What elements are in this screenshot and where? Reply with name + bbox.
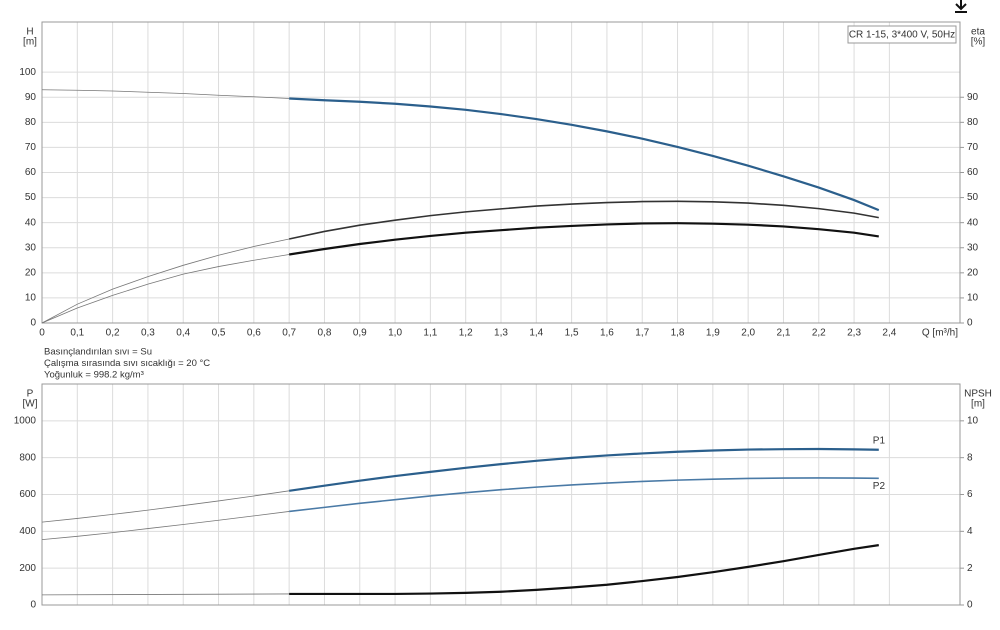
y-tick-label: 0	[30, 318, 36, 329]
y-tick-label: 10	[25, 293, 37, 304]
y-tick-label: 0	[30, 600, 36, 611]
x-tick-label: 0,9	[353, 328, 367, 339]
series-line	[288, 222, 879, 256]
series-line	[289, 97, 880, 212]
y-tick-label: 200	[19, 563, 36, 574]
x-tick-label: 0,3	[141, 328, 155, 339]
y2-tick-label: 0	[967, 318, 973, 329]
y2-axis-label: [%]	[971, 37, 986, 48]
fluid-note: Yoğunluk = 998.2 kg/m³	[44, 370, 144, 381]
x-axis-label: Q [m³/h]	[922, 328, 958, 339]
series-line	[41, 593, 290, 596]
x-tick-label: 2,4	[882, 328, 896, 339]
x-tick-label: 2,0	[741, 328, 755, 339]
y-tick-label: 100	[19, 67, 36, 78]
y-tick-label: 20	[25, 267, 37, 278]
fluid-note: Çalışma sırasında sıvı sıcaklığı = 20 °C	[44, 358, 210, 369]
x-tick-label: 1,8	[671, 328, 685, 339]
y2-tick-label: 70	[967, 142, 979, 153]
y-axis-label: [m]	[23, 37, 37, 48]
y-tick-label: 40	[25, 217, 37, 228]
x-tick-label: 1,6	[600, 328, 614, 339]
y-tick-label: 50	[25, 192, 37, 203]
y2-tick-label: 20	[967, 267, 979, 278]
y2-tick-label: 10	[967, 293, 979, 304]
x-tick-label: 0,2	[106, 328, 120, 339]
y-axis-label: H	[26, 27, 33, 38]
y-tick-label: 60	[25, 167, 37, 178]
series-line	[41, 89, 290, 99]
x-tick-label: 2,2	[812, 328, 826, 339]
download-icon[interactable]	[955, 0, 967, 13]
y-tick-label: 400	[19, 526, 36, 537]
x-tick-label: 1,1	[423, 328, 437, 339]
y-tick-label: 70	[25, 142, 37, 153]
y-tick-label: 1000	[14, 415, 37, 426]
x-tick-label: 0	[39, 328, 45, 339]
icon-stroke	[955, 3, 967, 11]
series-line	[41, 511, 290, 541]
y-axis-label: [W]	[23, 399, 38, 410]
x-tick-label: 1,5	[565, 328, 579, 339]
y2-tick-label: 80	[967, 117, 979, 128]
series-label: P2	[873, 481, 886, 492]
y2-tick-label: 50	[967, 192, 979, 203]
y-tick-label: 90	[25, 92, 37, 103]
x-tick-label: 2,1	[777, 328, 791, 339]
y-axis-label: P	[27, 389, 34, 400]
fluid-note: Basınçlandırılan sıvı = Su	[44, 347, 152, 358]
plot-frame	[41, 21, 961, 324]
series-label: P1	[873, 435, 886, 446]
y2-tick-label: 40	[967, 217, 979, 228]
x-tick-label: 0,8	[318, 328, 332, 339]
y2-tick-label: 10	[967, 415, 979, 426]
x-tick-label: 0,1	[70, 328, 84, 339]
y2-tick-label: 4	[967, 526, 973, 537]
x-tick-label: 0,4	[176, 328, 190, 339]
x-tick-label: 1,9	[706, 328, 720, 339]
series-line	[289, 544, 879, 596]
y2-tick-label: 90	[967, 92, 979, 103]
series-line	[41, 490, 290, 523]
plot-frame	[41, 383, 961, 606]
x-tick-label: 0,6	[247, 328, 261, 339]
y-tick-label: 600	[19, 489, 36, 500]
y-tick-label: 30	[25, 242, 37, 253]
y2-tick-label: 60	[967, 167, 979, 178]
x-tick-label: 1,3	[494, 328, 508, 339]
y2-tick-label: 6	[967, 489, 973, 500]
x-tick-label: 1,4	[529, 328, 543, 339]
y2-tick-label: 0	[967, 600, 973, 611]
y2-axis-label: [m]	[971, 399, 985, 410]
y2-tick-label: 30	[967, 242, 979, 253]
y-tick-label: 800	[19, 452, 36, 463]
x-tick-label: 1,0	[388, 328, 402, 339]
y2-axis-label: NPSH	[964, 389, 992, 400]
y2-axis-label: eta	[971, 27, 985, 38]
x-tick-label: 1,7	[635, 328, 649, 339]
x-tick-label: 0,5	[212, 328, 226, 339]
series-line	[288, 200, 879, 240]
x-tick-label: 2,3	[847, 328, 861, 339]
series-line	[41, 254, 290, 324]
x-tick-label: 1,2	[459, 328, 473, 339]
y2-tick-label: 8	[967, 452, 973, 463]
series-line	[41, 238, 290, 324]
y2-tick-label: 2	[967, 563, 973, 574]
series-line	[288, 447, 879, 492]
x-tick-label: 0,7	[282, 328, 296, 339]
annotation-box	[847, 25, 957, 44]
y-tick-label: 80	[25, 117, 37, 128]
series-line	[289, 477, 879, 513]
annotation: CR 1-15, 3*400 V, 50Hz	[849, 30, 955, 41]
